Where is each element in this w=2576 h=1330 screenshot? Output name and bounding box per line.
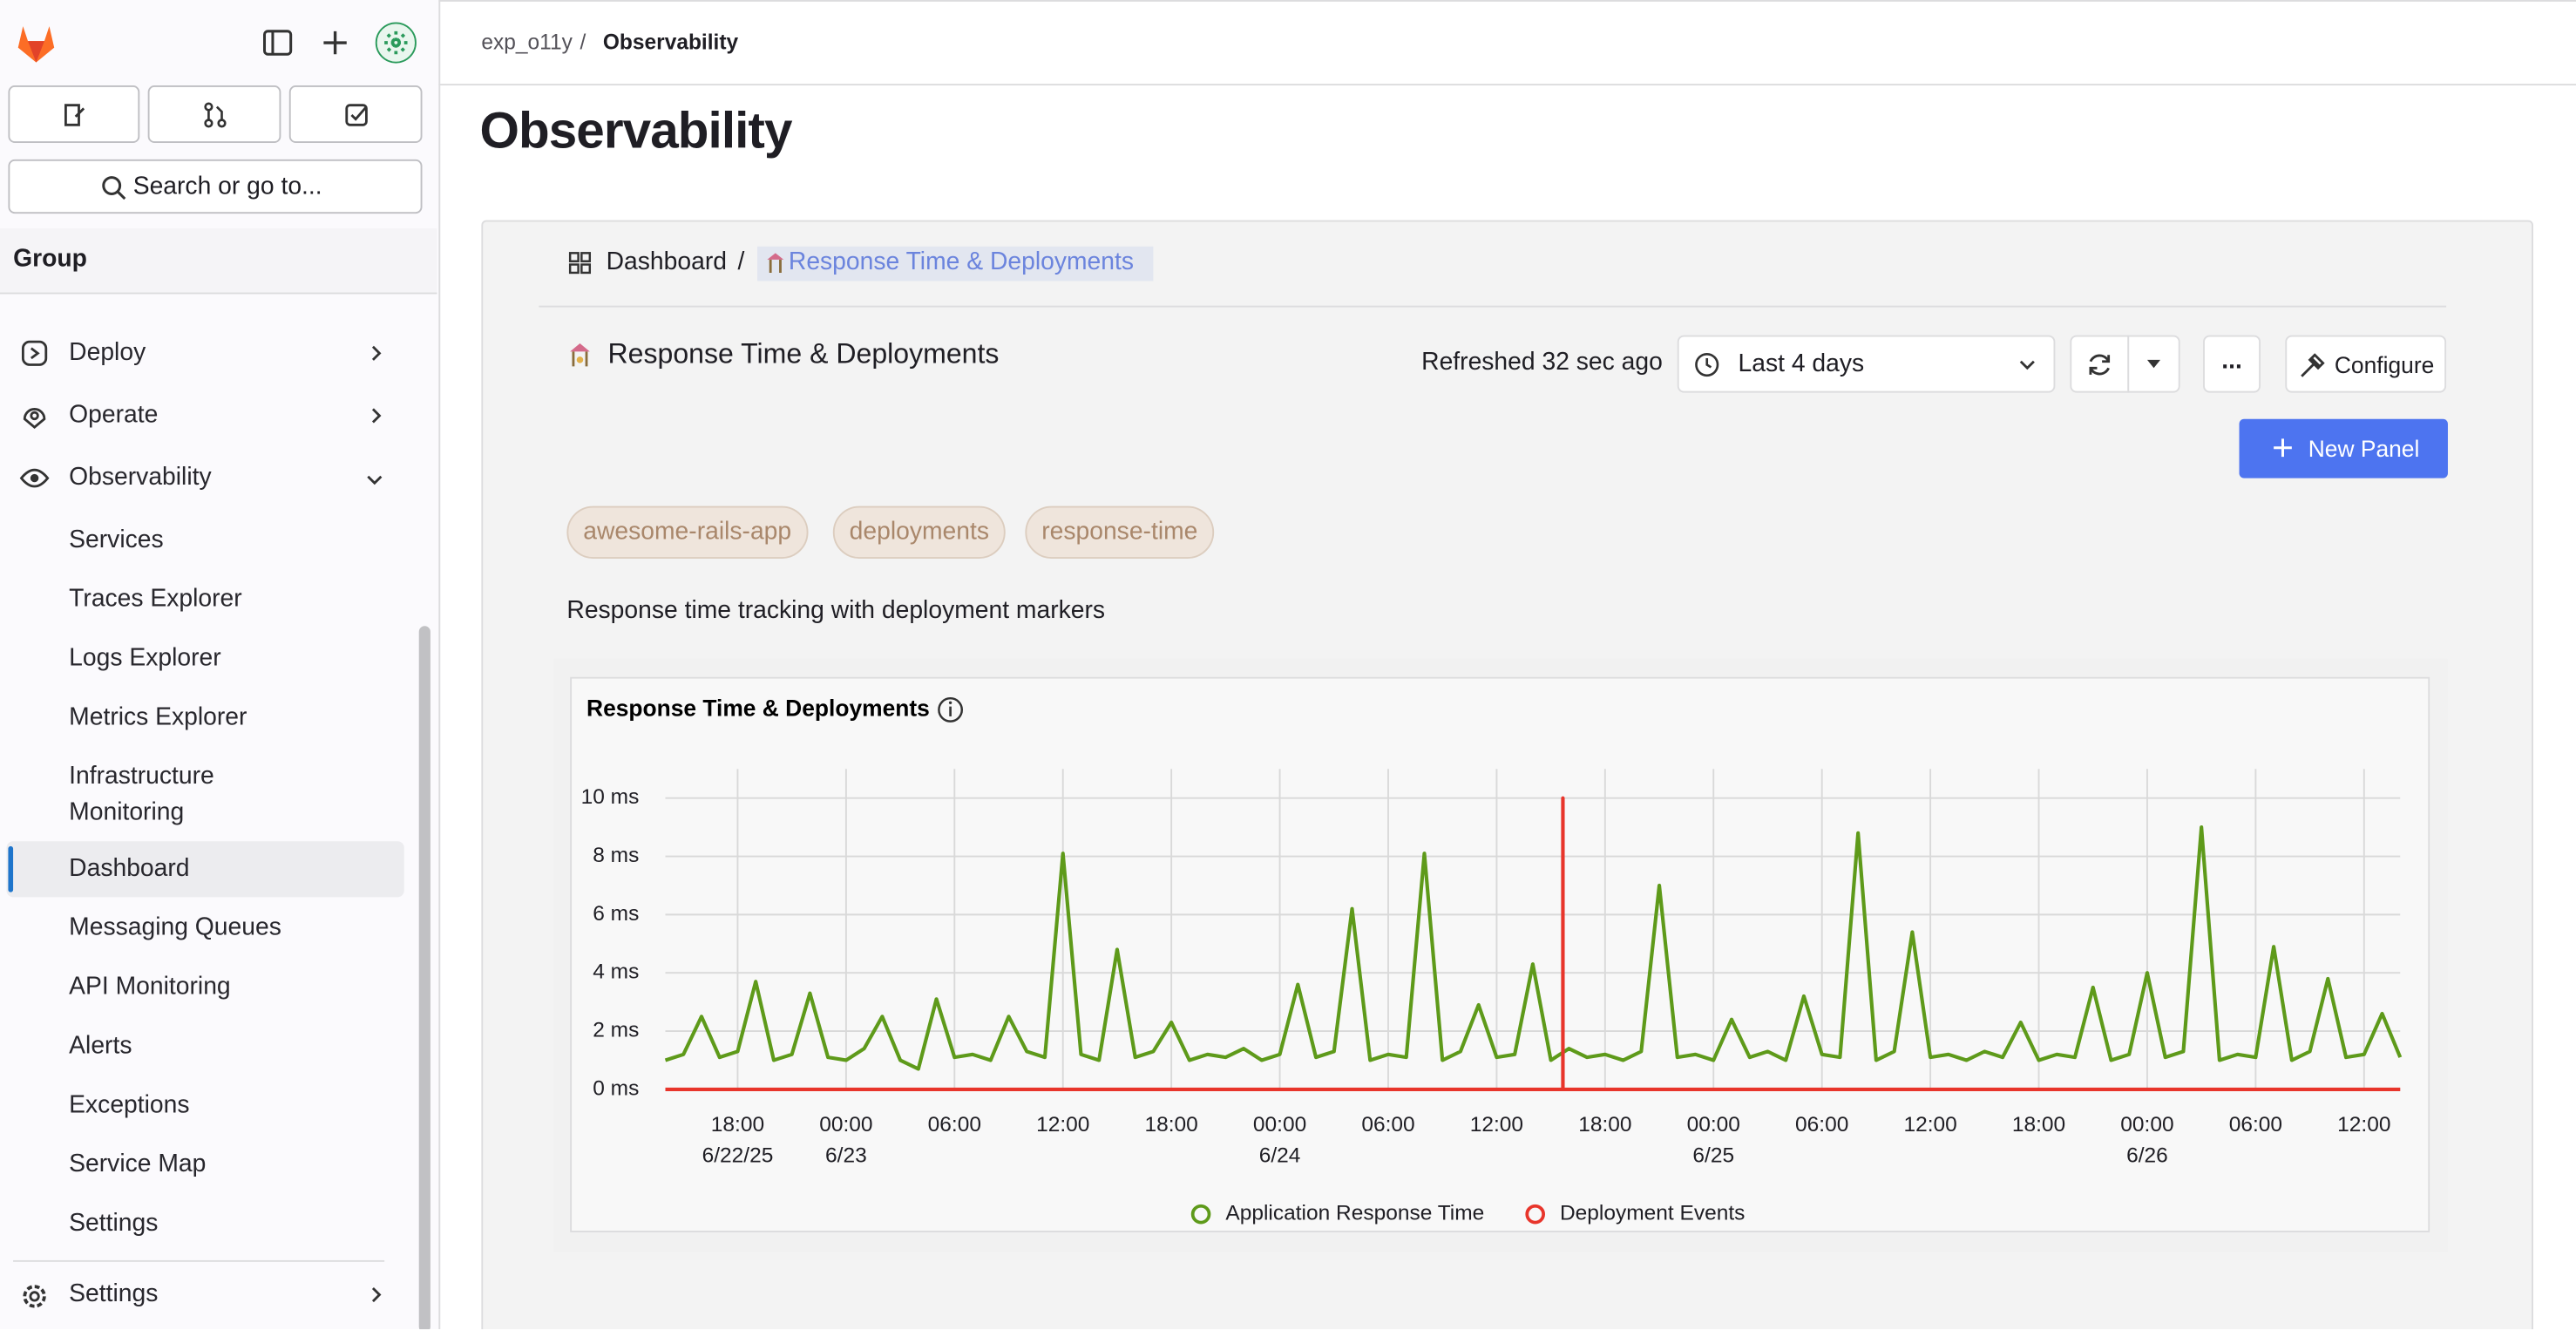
search-placeholder: Search or go to... <box>132 172 322 200</box>
scrollbar[interactable] <box>418 626 430 1330</box>
configure-label: Configure <box>2334 351 2435 378</box>
nav-item[interactable]: Operate <box>69 400 159 430</box>
context-label: Group <box>13 244 87 273</box>
chevron <box>371 408 382 424</box>
merge-requests-button[interactable] <box>147 85 281 144</box>
active-indicator <box>8 845 14 892</box>
new-icon[interactable] <box>322 30 348 56</box>
logo[interactable] <box>13 20 59 66</box>
nav-item[interactable]: Deploy <box>69 338 146 367</box>
operate-icon <box>23 408 46 429</box>
issues-button[interactable] <box>8 85 140 144</box>
todo-button[interactable] <box>288 85 423 144</box>
nav-item[interactable]: Observability <box>69 463 212 492</box>
chevron <box>367 475 383 485</box>
toggle-sidebar-icon[interactable] <box>263 30 293 56</box>
page-title: Observability <box>479 101 792 159</box>
top-bar <box>438 0 2576 86</box>
chevron <box>371 1287 382 1303</box>
new-panel-button[interactable]: New Panel <box>2239 418 2448 478</box>
refreshed-status: Refreshed 32 sec ago <box>1421 348 1663 377</box>
deploy-icon <box>21 340 48 366</box>
subnav-item[interactable]: Metrics Explorer <box>69 702 247 731</box>
breadcrumb-link[interactable]: exp_o11y <box>481 29 573 55</box>
chart-panel <box>570 676 2430 1232</box>
current-crumb-highlight <box>757 246 1154 282</box>
active-item-background <box>6 841 404 898</box>
subnav-item[interactable]: Messaging Queues <box>69 913 281 942</box>
subnav-item[interactable]: Infrastructure Monitoring <box>69 762 214 827</box>
breadcrumb-current: Observability <box>602 29 739 55</box>
more-actions-button[interactable]: ... <box>2203 335 2261 393</box>
subnav-item-active[interactable]: Dashboard <box>69 854 190 883</box>
tag[interactable]: response-time <box>1025 506 1215 559</box>
dashboard-description: Response time tracking with deployment m… <box>566 596 1106 625</box>
dashboard-title: Response Time & Deployments <box>607 338 1000 370</box>
carousel-icon <box>767 253 784 273</box>
dashboard-breadcrumb-link[interactable]: Dashboard <box>606 248 727 276</box>
avatar[interactable] <box>375 22 417 64</box>
carousel-icon <box>570 343 590 367</box>
refresh-button[interactable] <box>2070 335 2130 393</box>
search-box[interactable]: Search or go to... <box>8 159 423 214</box>
time-range-label: Last 4 days <box>1738 349 1865 378</box>
subnav-item[interactable]: Settings <box>69 1209 159 1238</box>
tag[interactable]: deployments <box>832 506 1006 559</box>
divider <box>539 305 2447 308</box>
subnav-item[interactable]: Traces Explorer <box>69 585 242 614</box>
new-panel-label: New Panel <box>2308 435 2420 462</box>
chevron <box>371 345 382 361</box>
breadcrumb-separator: / <box>580 29 586 55</box>
sidebar: Search or go to... Group Deploy Operate … <box>0 0 441 1330</box>
tag[interactable]: awesome-rails-app <box>566 506 808 559</box>
settings-icon <box>23 1285 46 1308</box>
subnav-item[interactable]: Services <box>69 526 164 554</box>
observability-icon <box>19 468 50 488</box>
divider <box>13 1259 385 1262</box>
refresh-options-button[interactable] <box>2127 335 2180 393</box>
dashboard-breadcrumb-current: Response Time & Deployments <box>788 248 1134 276</box>
nav-item[interactable]: Settings <box>69 1279 159 1308</box>
subnav-item[interactable]: Service Map <box>69 1150 207 1178</box>
grid-icon <box>568 252 592 275</box>
configure-button[interactable]: Configure <box>2285 335 2447 393</box>
subnav-item[interactable]: Logs Explorer <box>69 643 221 673</box>
subnav-item[interactable]: Alerts <box>69 1031 132 1060</box>
subnav-item[interactable]: Exceptions <box>69 1090 190 1119</box>
context-header: Group <box>0 228 437 295</box>
more-actions-label: ... <box>2221 346 2242 375</box>
subnav-item[interactable]: API Monitoring <box>69 973 231 1001</box>
breadcrumb-separator: / <box>737 248 745 276</box>
time-range-dropdown[interactable]: Last 4 days <box>1677 335 2056 393</box>
